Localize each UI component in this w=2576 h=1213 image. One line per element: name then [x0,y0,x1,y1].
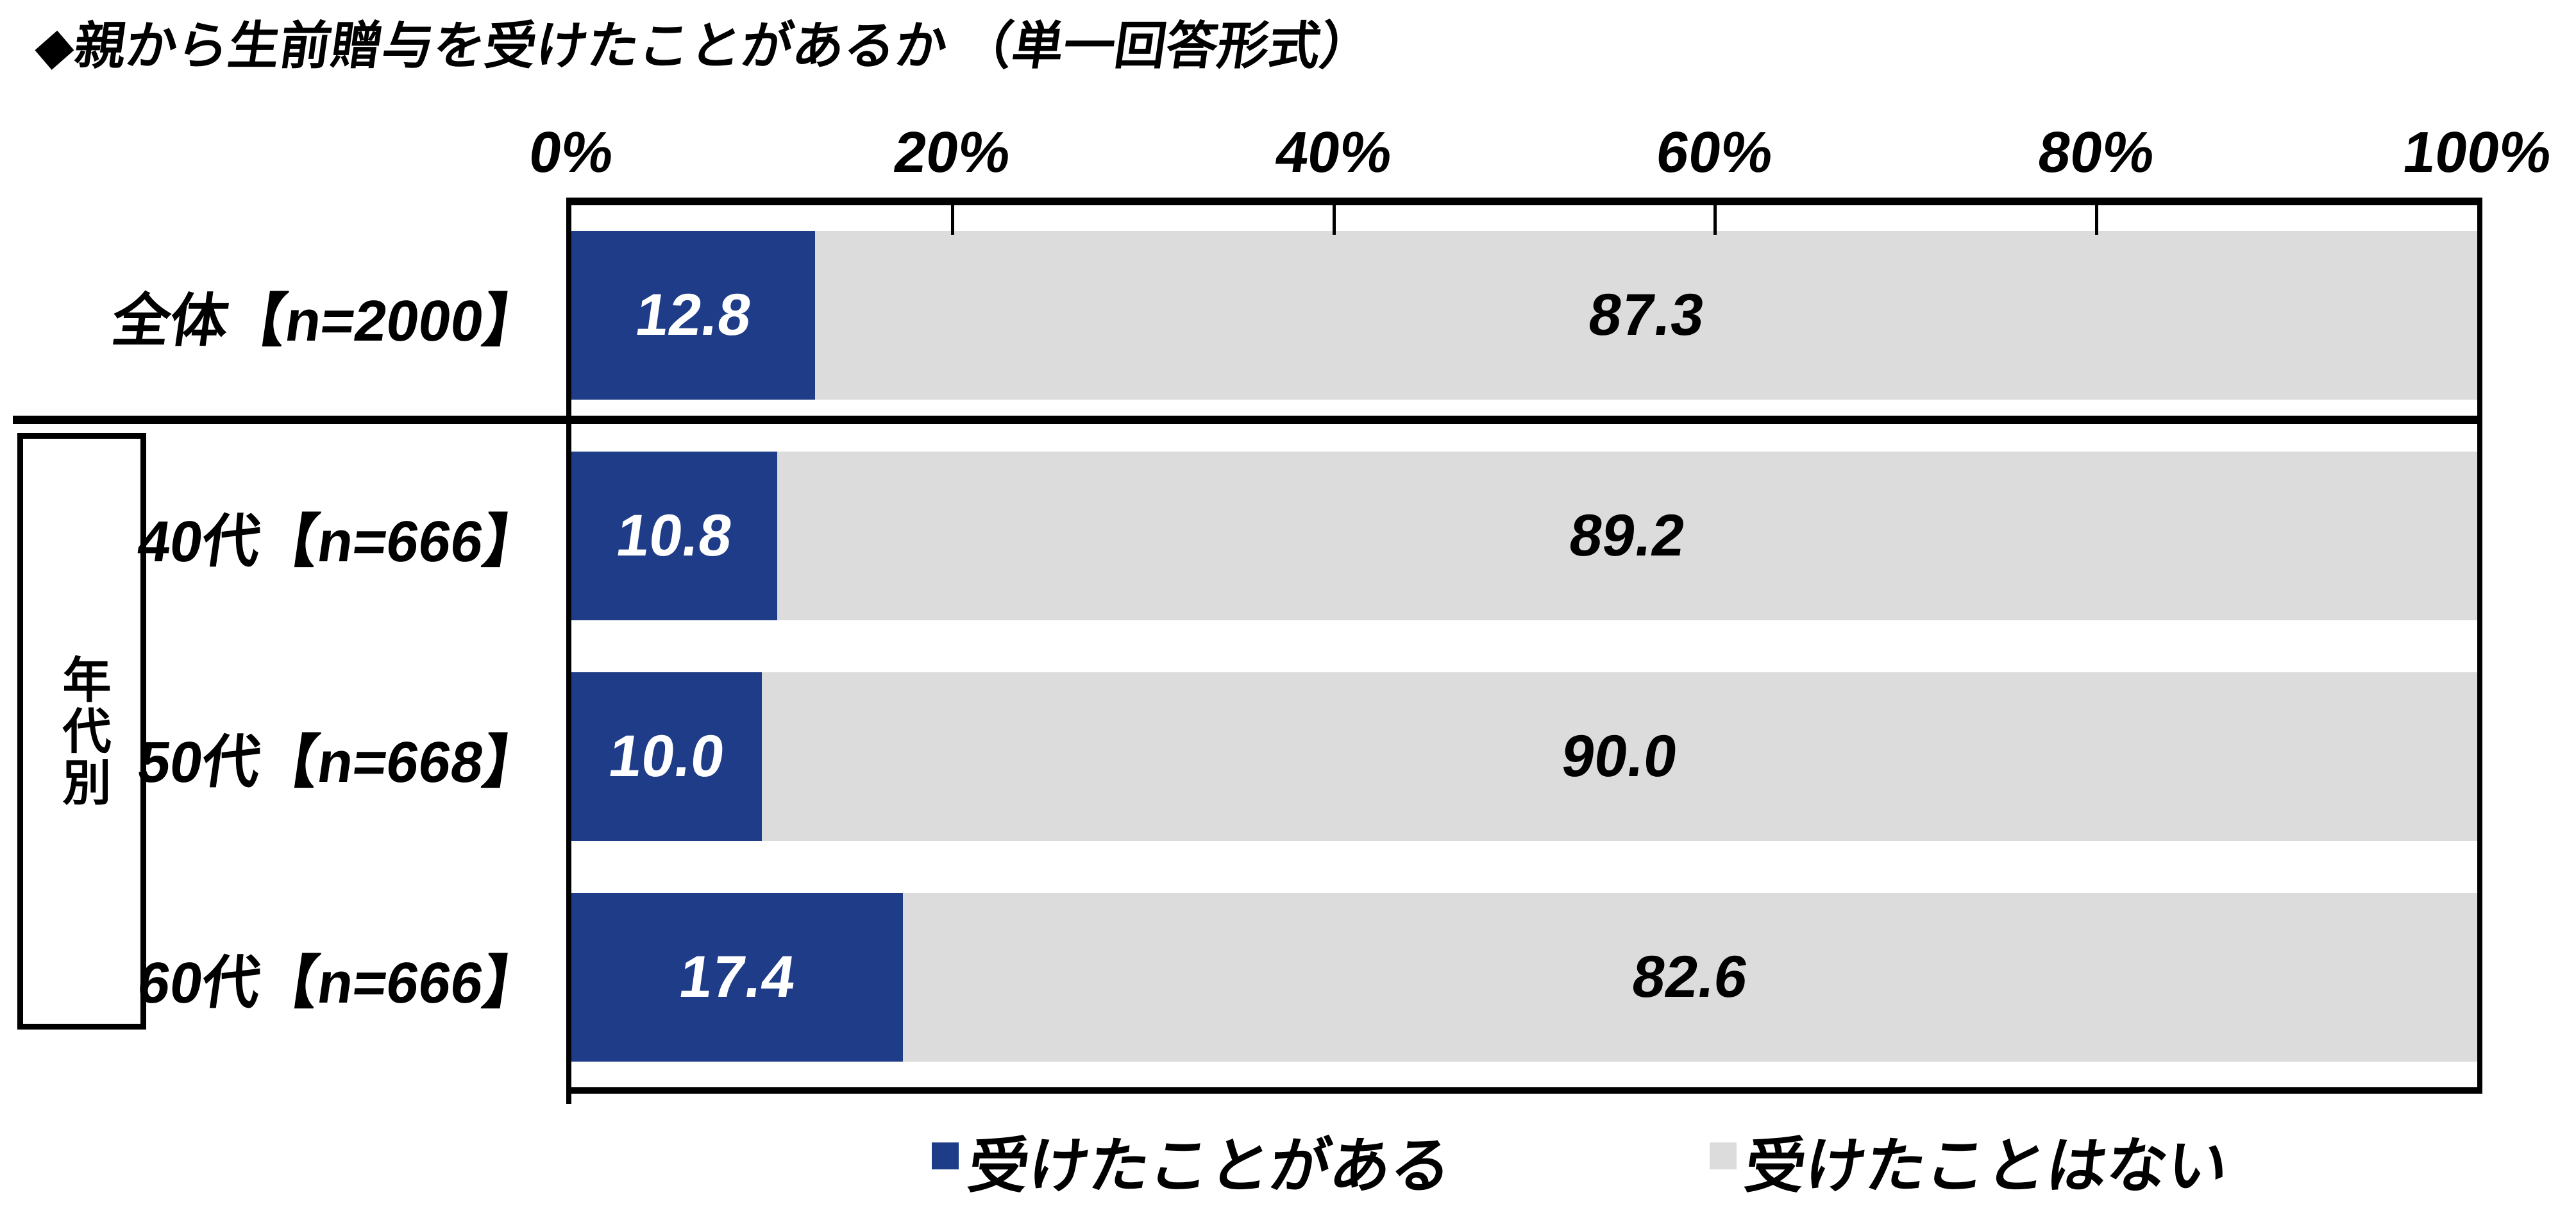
axis-tick-label-text: 0% [525,120,618,186]
axis-tick-label: 60% [1606,114,1824,191]
category-label: 60代【n=666】 [0,893,542,1062]
category-label: 40代【n=666】 [0,452,542,621]
axis-tick-label-text: 100% [2399,120,2556,186]
plot-border-left [566,198,571,1104]
plot-border-right [2477,198,2482,1094]
bar-value-label-yes: 17.4 [675,944,800,1011]
axis-tick-label: 100% [2368,114,2576,191]
bar-segment-yes: 17.4 [571,893,903,1062]
chart-canvas: ◆親から生前贈与を受けたことがあるか （単一回答形式） 年代別 0%20%40%… [0,0,2576,1213]
axis-tick-label-text: 20% [890,120,1015,186]
bar-value-label-no: 90.0 [1558,723,1682,790]
category-label-text: 全体【n=2000】 [108,274,548,357]
bar-value-label-no: 82.6 [1628,944,1753,1011]
bar-value-label-no: 89.2 [1565,502,1690,570]
legend-swatch-yes [932,1142,959,1169]
legend-label-text: 受けたことがある [963,1117,1458,1205]
bar-segment-no: 82.6 [903,893,2477,1062]
group-separator-line [13,416,2477,424]
axis-tick-label: 40% [1225,114,1443,191]
axis-tick-mark [951,205,954,235]
category-label: 全体【n=2000】 [0,231,542,400]
axis-tick-mark [1713,205,1717,235]
category-label-text: 60代【n=666】 [133,936,548,1019]
bar-segment-yes: 10.0 [571,672,762,841]
chart-title: ◆親から生前贈与を受けたことがあるか （単一回答形式） [35,18,1372,74]
plot-border-bottom [566,1087,2482,1094]
axis-tick-label-text: 80% [2033,120,2159,186]
chart-title-text: ◆親から生前贈与を受けたことがあるか （単一回答形式） [31,18,1376,74]
axis-tick-label: 80% [1987,114,2205,191]
bar-segment-no: 87.3 [815,231,2477,400]
bar-value-label-yes: 10.0 [605,723,729,790]
axis-tick-mark [2095,205,2098,235]
axis-tick-label-text: 40% [1271,120,1396,186]
legend-label-yes: 受けたことがある [970,1126,1452,1196]
bar-segment-no: 89.2 [777,452,2477,620]
bar-segment-yes: 12.8 [571,231,815,400]
bar-value-label-yes: 10.8 [612,502,737,570]
bar-segment-yes: 10.8 [571,452,777,620]
category-label: 50代【n=668】 [0,672,542,842]
axis-tick-mark [1333,205,1336,235]
axis-tick-label: 0% [462,114,680,191]
category-label-text: 40代【n=666】 [133,495,548,578]
axis-tick-label-text: 60% [1653,120,1778,186]
category-label-text: 50代【n=668】 [133,715,548,799]
plot-border-top [566,198,2482,205]
bar-value-label-no: 87.3 [1584,282,1708,349]
axis-tick-label: 20% [843,114,1061,191]
bar-value-label-yes: 12.8 [631,282,755,349]
legend-label-text: 受けたことはない [1740,1117,2234,1205]
legend-swatch-no [1710,1142,1737,1169]
legend-label-no: 受けたことはない [1746,1126,2228,1196]
bar-segment-no: 90.0 [762,672,2477,841]
